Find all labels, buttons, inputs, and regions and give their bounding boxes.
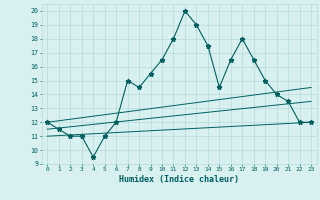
X-axis label: Humidex (Indice chaleur): Humidex (Indice chaleur) (119, 175, 239, 184)
